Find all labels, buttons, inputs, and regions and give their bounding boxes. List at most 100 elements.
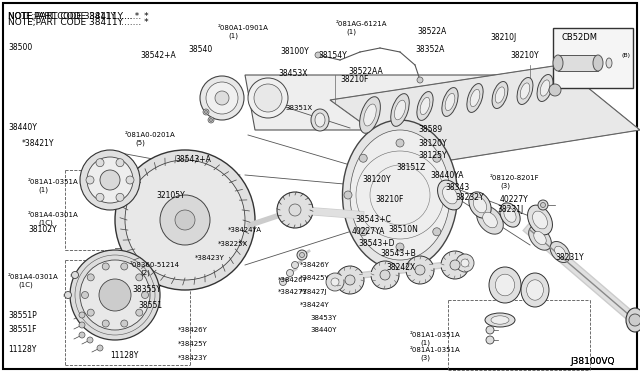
Text: *38423Y: *38423Y [195,255,225,261]
Ellipse shape [527,205,552,235]
Circle shape [79,322,85,328]
Text: 40227Y: 40227Y [500,196,529,205]
Text: 38232Y: 38232Y [455,193,484,202]
Text: 38120Y: 38120Y [418,138,447,148]
Text: 38351X: 38351X [285,105,312,111]
Circle shape [121,320,128,327]
Text: 38231Y: 38231Y [555,253,584,263]
Ellipse shape [606,58,612,68]
Polygon shape [245,75,540,130]
Text: (2): (2) [140,270,150,276]
Circle shape [448,191,456,199]
Circle shape [280,279,287,285]
Text: ²081A0-0201A: ²081A0-0201A [125,132,176,138]
Circle shape [136,274,143,281]
Ellipse shape [626,308,640,332]
Ellipse shape [200,76,244,120]
Text: *38426Y: *38426Y [278,277,308,283]
Text: J38100VQ: J38100VQ [570,357,614,366]
Circle shape [96,193,104,201]
Ellipse shape [420,97,430,115]
Text: NOTE;PART CODE 38411Y....... *: NOTE;PART CODE 38411Y....... * [8,17,148,26]
Text: 38551: 38551 [138,301,162,310]
Ellipse shape [331,278,339,286]
Ellipse shape [160,195,210,245]
Ellipse shape [80,260,150,330]
Ellipse shape [80,150,140,210]
Ellipse shape [87,157,133,203]
Ellipse shape [540,80,550,96]
Ellipse shape [277,192,313,228]
Circle shape [287,269,294,276]
Text: 11128Y: 11128Y [8,346,36,355]
Circle shape [433,154,441,162]
Bar [558,55,598,71]
Circle shape [126,176,134,184]
Circle shape [203,109,209,115]
Text: ²080A1-0901A: ²080A1-0901A [218,25,269,31]
Circle shape [208,117,214,123]
Text: 38210F: 38210F [375,196,403,205]
Circle shape [486,336,494,344]
Text: 38242X: 38242X [386,263,415,273]
Text: 38210J: 38210J [490,33,516,42]
Ellipse shape [371,261,399,289]
Ellipse shape [537,74,553,102]
Text: 38120Y: 38120Y [362,176,390,185]
Text: *38424Y: *38424Y [300,302,330,308]
Ellipse shape [70,250,160,340]
Circle shape [396,139,404,147]
Ellipse shape [492,81,508,109]
Text: 38551P: 38551P [8,311,36,320]
Text: 38510N: 38510N [388,225,418,234]
Ellipse shape [474,197,486,213]
Text: 11128Y: 11128Y [110,350,138,359]
Ellipse shape [364,104,376,126]
Circle shape [629,314,640,326]
Ellipse shape [445,93,455,110]
Ellipse shape [495,274,515,296]
Circle shape [136,309,143,316]
Ellipse shape [125,160,245,280]
Text: (3): (3) [420,355,430,361]
Text: *38427Y: *38427Y [278,289,308,295]
Ellipse shape [326,273,344,291]
Circle shape [486,326,494,334]
Circle shape [87,274,94,281]
Text: *38426Y: *38426Y [178,327,208,333]
Circle shape [100,170,120,190]
Ellipse shape [532,211,547,229]
Ellipse shape [456,254,474,272]
Ellipse shape [521,273,549,307]
Circle shape [291,262,298,269]
Circle shape [209,119,212,122]
Text: 38100Y: 38100Y [280,48,308,57]
Circle shape [205,110,207,113]
Ellipse shape [215,91,229,105]
Ellipse shape [289,204,301,216]
Circle shape [87,337,93,343]
Ellipse shape [417,92,433,121]
Text: *38424YA: *38424YA [228,227,262,233]
Text: 38453Y: 38453Y [310,315,337,321]
Circle shape [96,159,104,167]
Text: ²081A4-0301A: ²081A4-0301A [28,212,79,218]
Text: 38440Y: 38440Y [310,327,337,333]
Ellipse shape [406,256,434,284]
Circle shape [300,253,305,257]
Text: 38542+A: 38542+A [140,51,176,60]
Circle shape [433,228,441,236]
Text: ²081A4-0301A: ²081A4-0301A [8,274,59,280]
Text: 38154Y: 38154Y [318,51,347,61]
Ellipse shape [469,192,491,218]
Text: 38540: 38540 [188,45,212,55]
Ellipse shape [483,212,497,228]
Circle shape [300,251,307,259]
Ellipse shape [442,186,458,204]
Bar [553,28,633,88]
Circle shape [72,272,79,279]
Text: ²081AG-6121A: ²081AG-6121A [336,21,387,27]
Text: 38543+A: 38543+A [175,155,211,164]
Circle shape [97,345,103,351]
Circle shape [359,154,367,162]
